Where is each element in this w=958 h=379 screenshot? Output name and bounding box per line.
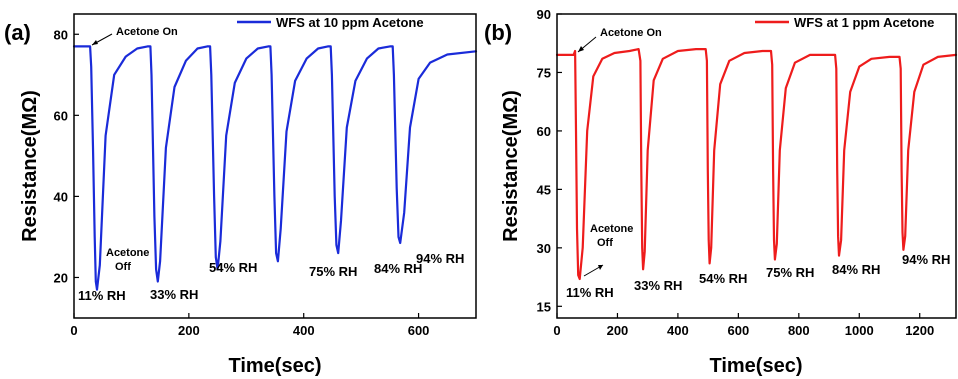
panel-b-xtick-label-1: 200 bbox=[607, 323, 629, 338]
panel-a-xtick-label-1: 200 bbox=[178, 323, 200, 338]
panel-a-ytick-label-2: 60 bbox=[54, 108, 68, 123]
panel-a-xtick-label-0: 0 bbox=[70, 323, 77, 338]
panel-b-xlabel: Time(sec) bbox=[709, 355, 802, 377]
panel-b-xtick-label-2: 400 bbox=[667, 323, 689, 338]
panel-a-rh-3: 75% RH bbox=[309, 264, 357, 279]
panel-a-ytick-label-1: 40 bbox=[54, 189, 68, 204]
panel-a-rh-4: 84% RH bbox=[374, 261, 422, 276]
panel-b-rh-3: 75% RH bbox=[766, 265, 814, 280]
panel-a-series-line-0 bbox=[72, 45, 478, 291]
panel-a-rh-5: 94% RH bbox=[416, 251, 464, 266]
panel-b-xtick-label-5: 1000 bbox=[845, 323, 874, 338]
panel-b-ytick-label-5: 90 bbox=[537, 7, 551, 22]
panel-a-xtick-label-2: 400 bbox=[293, 323, 315, 338]
panel-a-rh-0: 11% RH bbox=[78, 288, 126, 303]
panel-a-acetone-on-arrowhead bbox=[92, 40, 98, 45]
panel-b-ytick-label-2: 45 bbox=[537, 182, 551, 197]
panel-b-rh-2: 54% RH bbox=[699, 271, 747, 286]
panel-b-ytick-label-1: 30 bbox=[537, 241, 551, 256]
panel-b-acetone-on: Acetone On bbox=[600, 27, 662, 39]
panel-b-rh-0: 11% RH bbox=[566, 285, 614, 300]
panel-b-rh-4: 84% RH bbox=[832, 262, 880, 277]
panel-b-xtick-label-3: 600 bbox=[728, 323, 750, 338]
panel-b-frame bbox=[556, 13, 957, 319]
panel-b-ylabel: Resistance(MΩ) bbox=[500, 90, 522, 242]
panel-a: (a) 0 200 400 600 20 40 60 80 Time(sec) Resista… bbox=[4, 13, 478, 377]
panel-b-acetone-off-1: Acetone bbox=[590, 223, 633, 235]
panel-b-acetone-off-2: Off bbox=[597, 237, 613, 249]
panel-a-acetone-on: Acetone On bbox=[116, 26, 178, 38]
panel-a-marks bbox=[72, 45, 478, 291]
panel-b-acetone-off-arrowhead bbox=[598, 265, 603, 270]
panel-a-legend-label: WFS at 10 ppm Acetone bbox=[276, 15, 424, 30]
panel-a-ticks: 0 200 400 600 20 40 60 80 bbox=[54, 27, 430, 338]
panel-a-acetone-off-1: Acetone bbox=[106, 247, 149, 259]
panel-a-ylabel: Resistance(MΩ) bbox=[19, 90, 41, 242]
panel-b-xtick-label-4: 800 bbox=[788, 323, 810, 338]
panel-b-acetone-on-arrowhead bbox=[578, 46, 584, 52]
panel-a-xlabel: Time(sec) bbox=[228, 355, 321, 377]
panel-a-rh-1: 33% RH bbox=[150, 287, 198, 302]
panel-b-series-line-0 bbox=[555, 48, 958, 281]
panel-b: (b) 0 200 400 600 800 1000 1200 15 30 45 60 75 90 Ti… bbox=[484, 7, 958, 377]
panel-a-acetone-off-2: Off bbox=[115, 261, 131, 273]
panel-a-ytick-label-3: 80 bbox=[54, 27, 68, 42]
panel-a-frame bbox=[73, 13, 477, 319]
panel-b-rh-5: 94% RH bbox=[902, 252, 950, 267]
panel-b-legend-label: WFS at 1 ppm Acetone bbox=[794, 15, 934, 30]
panel-a-label: (a) bbox=[4, 20, 31, 45]
panel-b-xtick-label-6: 1200 bbox=[905, 323, 934, 338]
panel-b-ytick-label-4: 75 bbox=[537, 65, 551, 80]
panel-a-ytick-label-0: 20 bbox=[54, 270, 68, 285]
panel-b-xtick-label-0: 0 bbox=[553, 323, 560, 338]
panel-a-rh-2: 54% RH bbox=[209, 260, 257, 275]
panel-b-ticks: 0 200 400 600 800 1000 1200 15 30 45 60 75 90 bbox=[537, 7, 935, 338]
panel-b-ytick-label-3: 60 bbox=[537, 124, 551, 139]
panel-b-rh-1: 33% RH bbox=[634, 278, 682, 293]
panel-b-ytick-label-0: 15 bbox=[537, 299, 551, 314]
panel-b-marks bbox=[555, 48, 958, 281]
panel-a-xtick-label-3: 600 bbox=[408, 323, 430, 338]
panel-b-label: (b) bbox=[484, 20, 512, 45]
